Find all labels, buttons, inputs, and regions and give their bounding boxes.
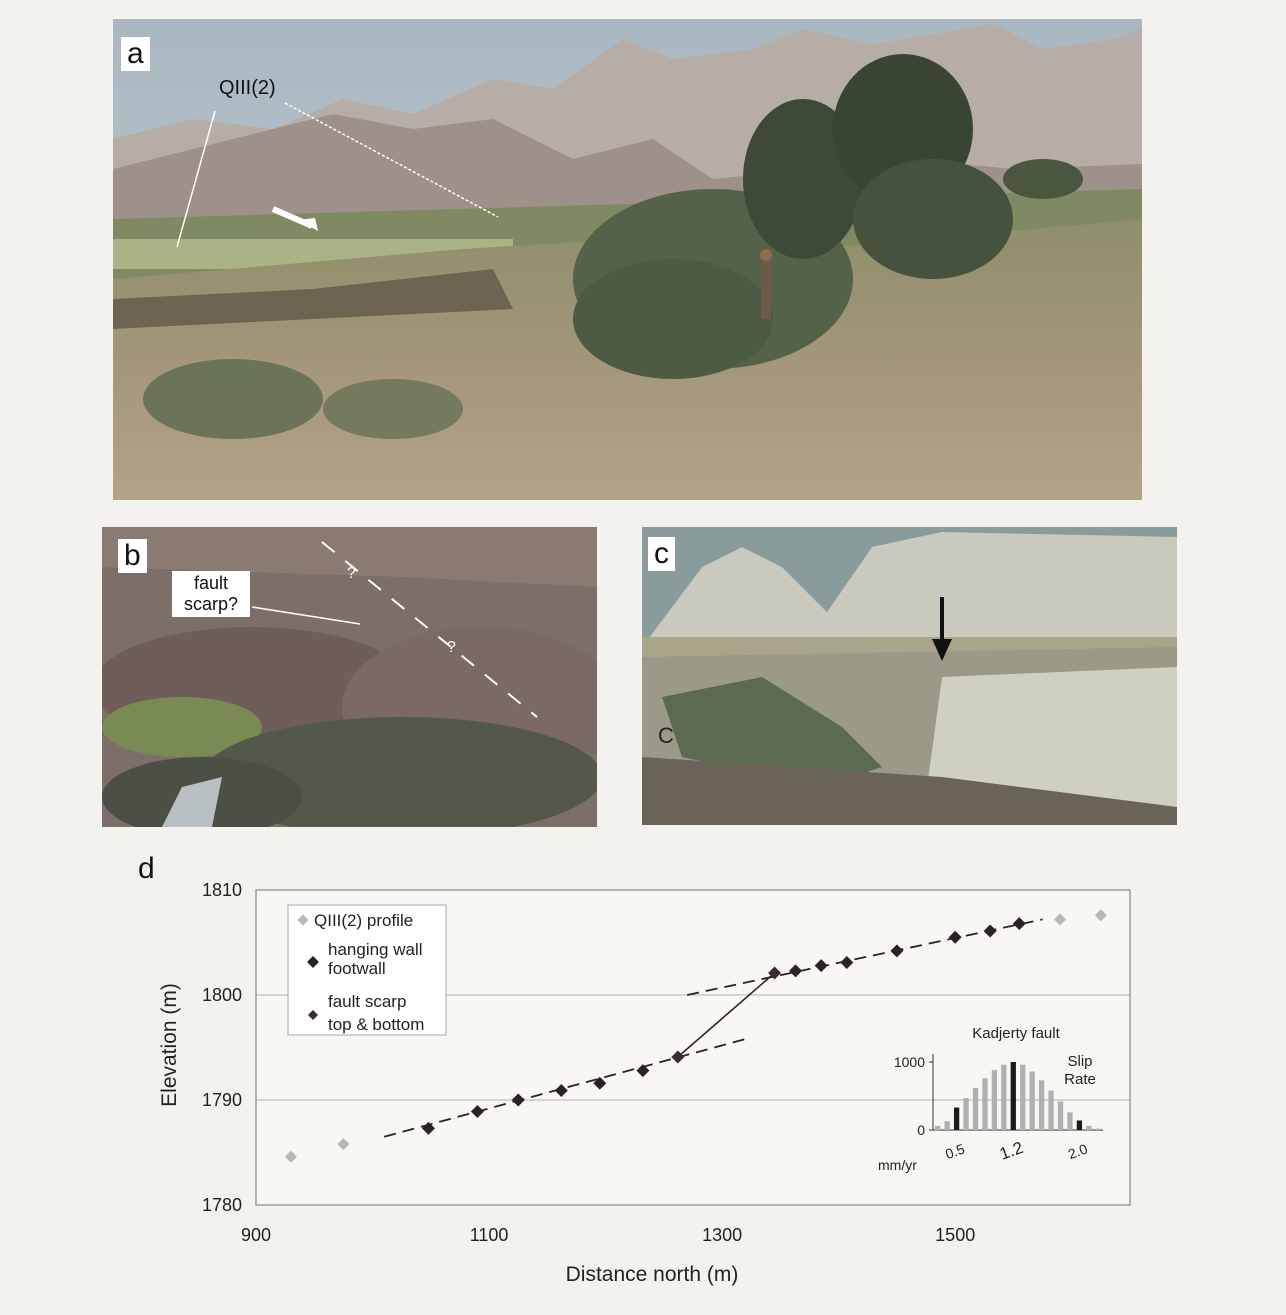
question-mark-1: ? (347, 565, 356, 582)
data-point-s1-0 (421, 1121, 435, 1135)
fit-line-hanging-wall-fit (686, 918, 1043, 996)
inset-x-label-2: 2.0 (1066, 1140, 1090, 1162)
inset-bar-14 (1067, 1112, 1073, 1130)
legend-marker-qiii (297, 914, 309, 926)
inset-y-label-0: 0 (917, 1122, 925, 1138)
scarp-label-line2: scarp? (183, 594, 239, 614)
inset-bar-8 (1010, 1062, 1016, 1130)
inset-title: Kadjerty fault (972, 1025, 1060, 1042)
panel-letter-c: c (648, 537, 675, 571)
data-point-s0-1 (337, 1138, 350, 1151)
inset-bar-5 (982, 1078, 988, 1130)
data-point-s1-3 (554, 1084, 568, 1098)
data-point-s1-7 (814, 959, 828, 973)
y-tick-label-1810: 1810 (202, 880, 242, 900)
y-tick-label-1780: 1780 (202, 1195, 242, 1215)
qiii-dotted-line (284, 102, 499, 218)
inset-bar-6 (991, 1070, 998, 1130)
inset-bar-17 (1095, 1128, 1101, 1130)
fit-lines (383, 918, 1043, 1138)
data-point-s2-0 (671, 1050, 685, 1064)
data-point-s1-9 (890, 944, 904, 958)
x-tick-label-1500: 1500 (935, 1225, 975, 1245)
data-point-s1-2 (511, 1093, 525, 1107)
data-point-s1-1 (470, 1105, 484, 1119)
data-point-s0-2 (1054, 913, 1067, 926)
inset-bar-15 (1076, 1120, 1083, 1130)
landscape-photo-c (642, 527, 1177, 825)
data-point-s1-11 (983, 924, 997, 938)
legend-label-footwall: footwall (328, 959, 386, 978)
question-mark-2: ? (447, 639, 456, 656)
inset-annotation-slip: Slip (1067, 1053, 1092, 1070)
data-point-s1-6 (789, 964, 803, 978)
photo-panel-b: b fault scarp? ? ? (102, 527, 597, 827)
legend: QIII(2) profile hanging wall footwall fa… (287, 904, 447, 1036)
panel-letter-b: b (118, 539, 147, 573)
inset-y-label-1000: 1000 (894, 1054, 925, 1070)
x-tick-label-1300: 1300 (702, 1225, 742, 1245)
data-point-s1-5 (636, 1064, 650, 1078)
data-point-s1-12 (1012, 917, 1026, 931)
fit-line-footwall-fit (383, 1038, 746, 1138)
legend-label-hanging-wall: hanging wall (328, 940, 423, 959)
x-tick-label-1100: 1100 (470, 1225, 509, 1245)
landscape-photo-a (113, 19, 1142, 500)
inset-bar-11 (1038, 1080, 1045, 1130)
inset-bar-13 (1057, 1101, 1064, 1130)
x-axis-title: Distance north (m) (566, 1263, 739, 1286)
inset-bar-9 (1020, 1064, 1026, 1130)
legend-marker-hanging-wall (307, 956, 319, 968)
inset-annotation-rate: Rate (1064, 1071, 1096, 1088)
data-point-s1-4 (593, 1076, 607, 1090)
legend-label-qiii: QIII(2) profile (314, 911, 413, 930)
inset-x-label-0: 0.5 (943, 1140, 967, 1162)
inset-bar-7 (1001, 1064, 1007, 1130)
data-point-s1-8 (840, 955, 854, 969)
qiii-leader-line (176, 110, 216, 248)
scarp-label-box: fault scarp? (172, 571, 250, 617)
data-point-s0-3 (1094, 909, 1107, 922)
qiii-label: QIII(2) (219, 77, 276, 99)
data-points (284, 909, 1107, 1163)
photo-panel-a: a QIII(2) (113, 19, 1142, 500)
panel-letter-d: d (138, 852, 155, 885)
legend-label-fault-scarp: fault scarp (328, 992, 406, 1011)
inset-bar-0 (935, 1125, 941, 1130)
y-tick-label-1790: 1790 (202, 1090, 242, 1110)
scarp-label-line1: fault (193, 573, 229, 593)
inset-bar-16 (1086, 1125, 1092, 1130)
inset-bar-12 (1048, 1090, 1054, 1130)
inset-bar-4 (972, 1087, 979, 1130)
scarp-leader-line (251, 606, 361, 625)
panel-c-marker: C (658, 723, 674, 748)
y-axis-title: Elevation (m) (158, 983, 181, 1107)
white-arrow-shaft (271, 206, 314, 229)
legend-label-top-bottom: top & bottom (328, 1015, 424, 1034)
inset-bar-10 (1029, 1071, 1035, 1130)
y-tick-label-1800: 1800 (202, 985, 242, 1005)
inset-bar-1 (944, 1121, 950, 1130)
axes: 1780 1790 1800 1810 900 1100 1300 1500 (202, 880, 975, 1245)
x-tick-label-900: 900 (241, 1225, 271, 1245)
fit-line-scarp (677, 972, 776, 1058)
photo-panel-c: c C (642, 527, 1177, 825)
inset-bar-2 (953, 1107, 960, 1130)
data-point-s1-10 (948, 930, 962, 944)
panel-letter-a: a (121, 37, 150, 71)
data-point-s0-0 (284, 1150, 297, 1163)
inset-bar-3 (963, 1098, 969, 1130)
legend-marker-fault-scarp (308, 1010, 318, 1020)
data-point-s2-1 (768, 966, 782, 980)
inset-x-unit: mm/yr (878, 1157, 917, 1173)
down-arrow-icon (932, 639, 952, 661)
